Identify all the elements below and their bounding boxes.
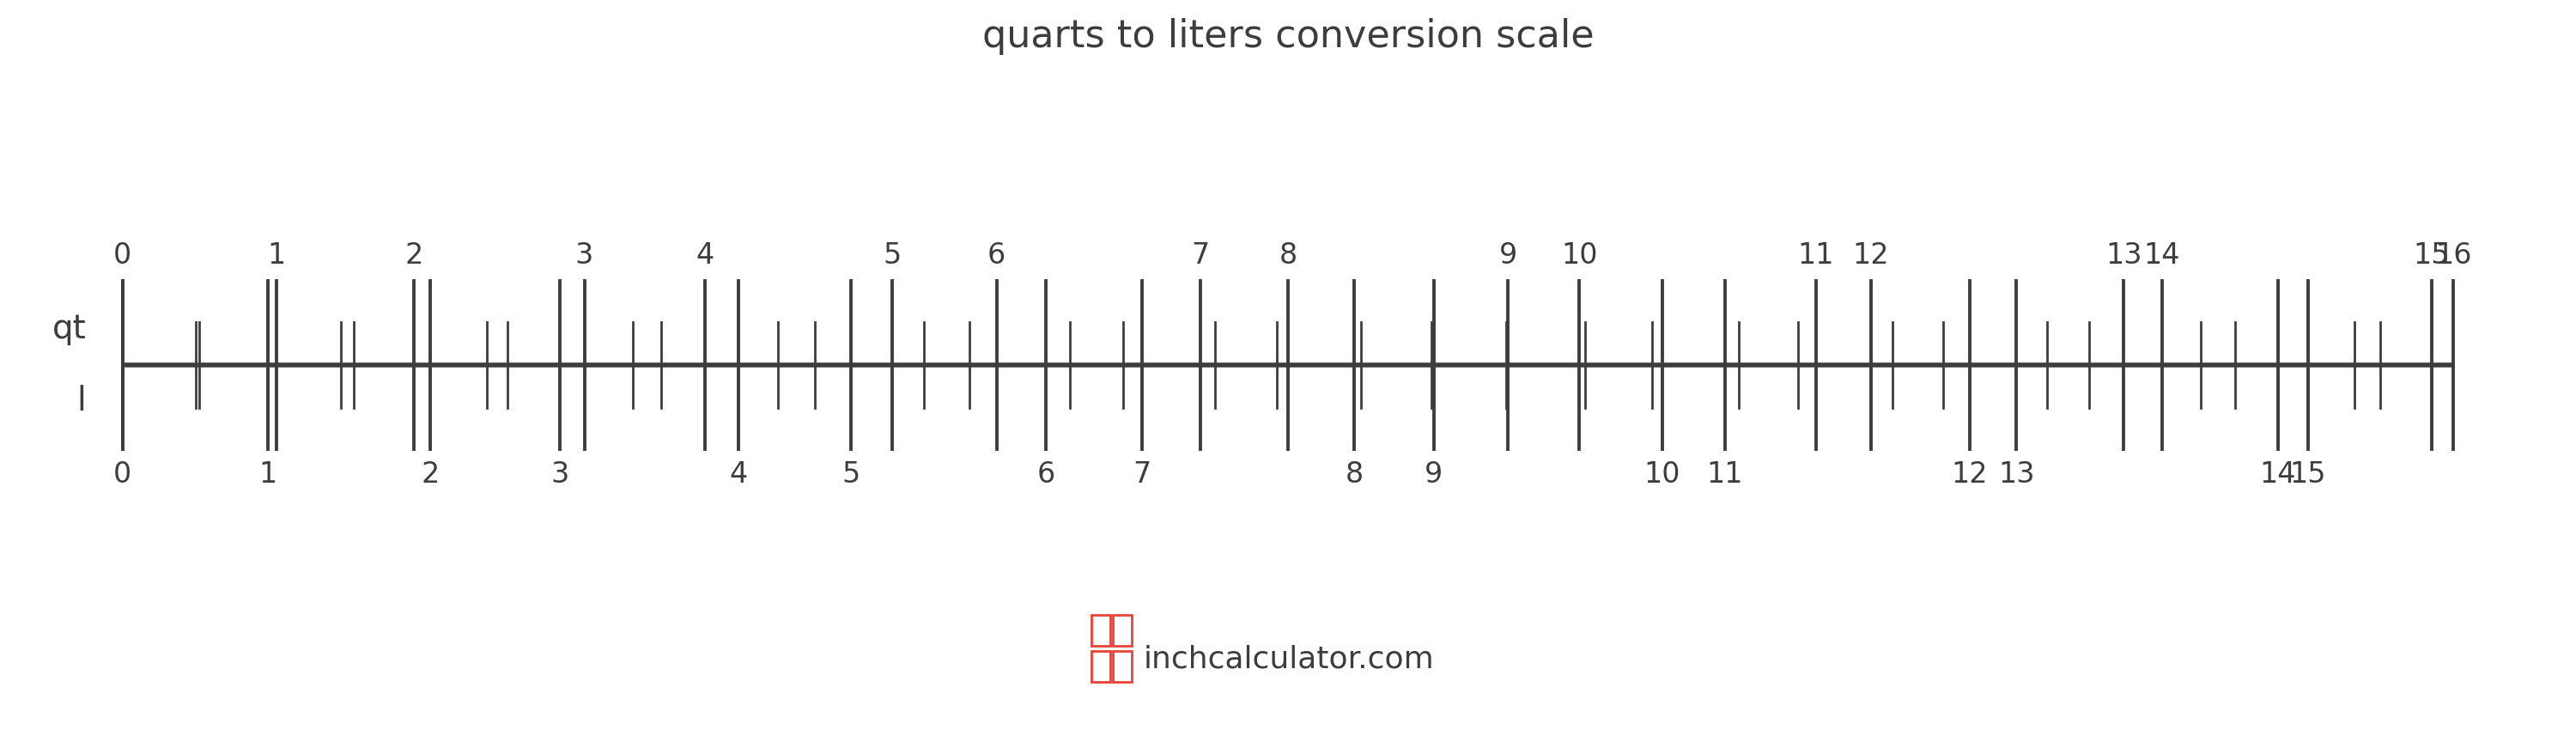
Text: 4: 4 xyxy=(696,241,714,269)
Text: 1: 1 xyxy=(268,241,286,269)
Text: 5: 5 xyxy=(884,241,902,269)
Text: 6: 6 xyxy=(987,241,1005,269)
Text: 0: 0 xyxy=(113,461,131,489)
Text: 15: 15 xyxy=(2290,461,2326,489)
Text: 9: 9 xyxy=(1425,461,1443,489)
Text: 11: 11 xyxy=(1708,461,1744,489)
Text: 7: 7 xyxy=(1190,241,1208,269)
Text: 2: 2 xyxy=(404,241,422,269)
Text: 12: 12 xyxy=(1852,241,1888,269)
Text: 6: 6 xyxy=(1038,461,1056,489)
Bar xyxy=(1092,651,1110,682)
Text: 1: 1 xyxy=(260,461,278,489)
Text: l: l xyxy=(77,385,85,418)
Text: 2: 2 xyxy=(422,461,440,489)
Text: 5: 5 xyxy=(842,461,860,489)
Text: 4: 4 xyxy=(729,461,747,489)
Bar xyxy=(1113,651,1131,682)
Bar xyxy=(1092,615,1110,646)
Text: 8: 8 xyxy=(1278,241,1298,269)
Text: inchcalculator.com: inchcalculator.com xyxy=(1144,645,1435,674)
Text: quarts to liters conversion scale: quarts to liters conversion scale xyxy=(981,18,1595,55)
Text: 16: 16 xyxy=(2434,241,2473,269)
Text: 13: 13 xyxy=(1999,461,2035,489)
Text: 14: 14 xyxy=(2259,461,2295,489)
Text: 10: 10 xyxy=(1643,461,1680,489)
Text: 10: 10 xyxy=(1561,241,1597,269)
Text: qt: qt xyxy=(52,312,85,345)
Text: 13: 13 xyxy=(2105,241,2143,269)
Text: 7: 7 xyxy=(1133,461,1151,489)
Text: 3: 3 xyxy=(551,461,569,489)
Text: 9: 9 xyxy=(1499,241,1517,269)
Text: 11: 11 xyxy=(1798,241,1834,269)
Text: 12: 12 xyxy=(1953,461,1989,489)
Bar xyxy=(1113,615,1131,646)
Text: 14: 14 xyxy=(2143,241,2179,269)
Text: 15: 15 xyxy=(2414,241,2450,269)
Text: 3: 3 xyxy=(574,241,592,269)
Text: 0: 0 xyxy=(113,241,131,269)
Text: 8: 8 xyxy=(1345,461,1363,489)
